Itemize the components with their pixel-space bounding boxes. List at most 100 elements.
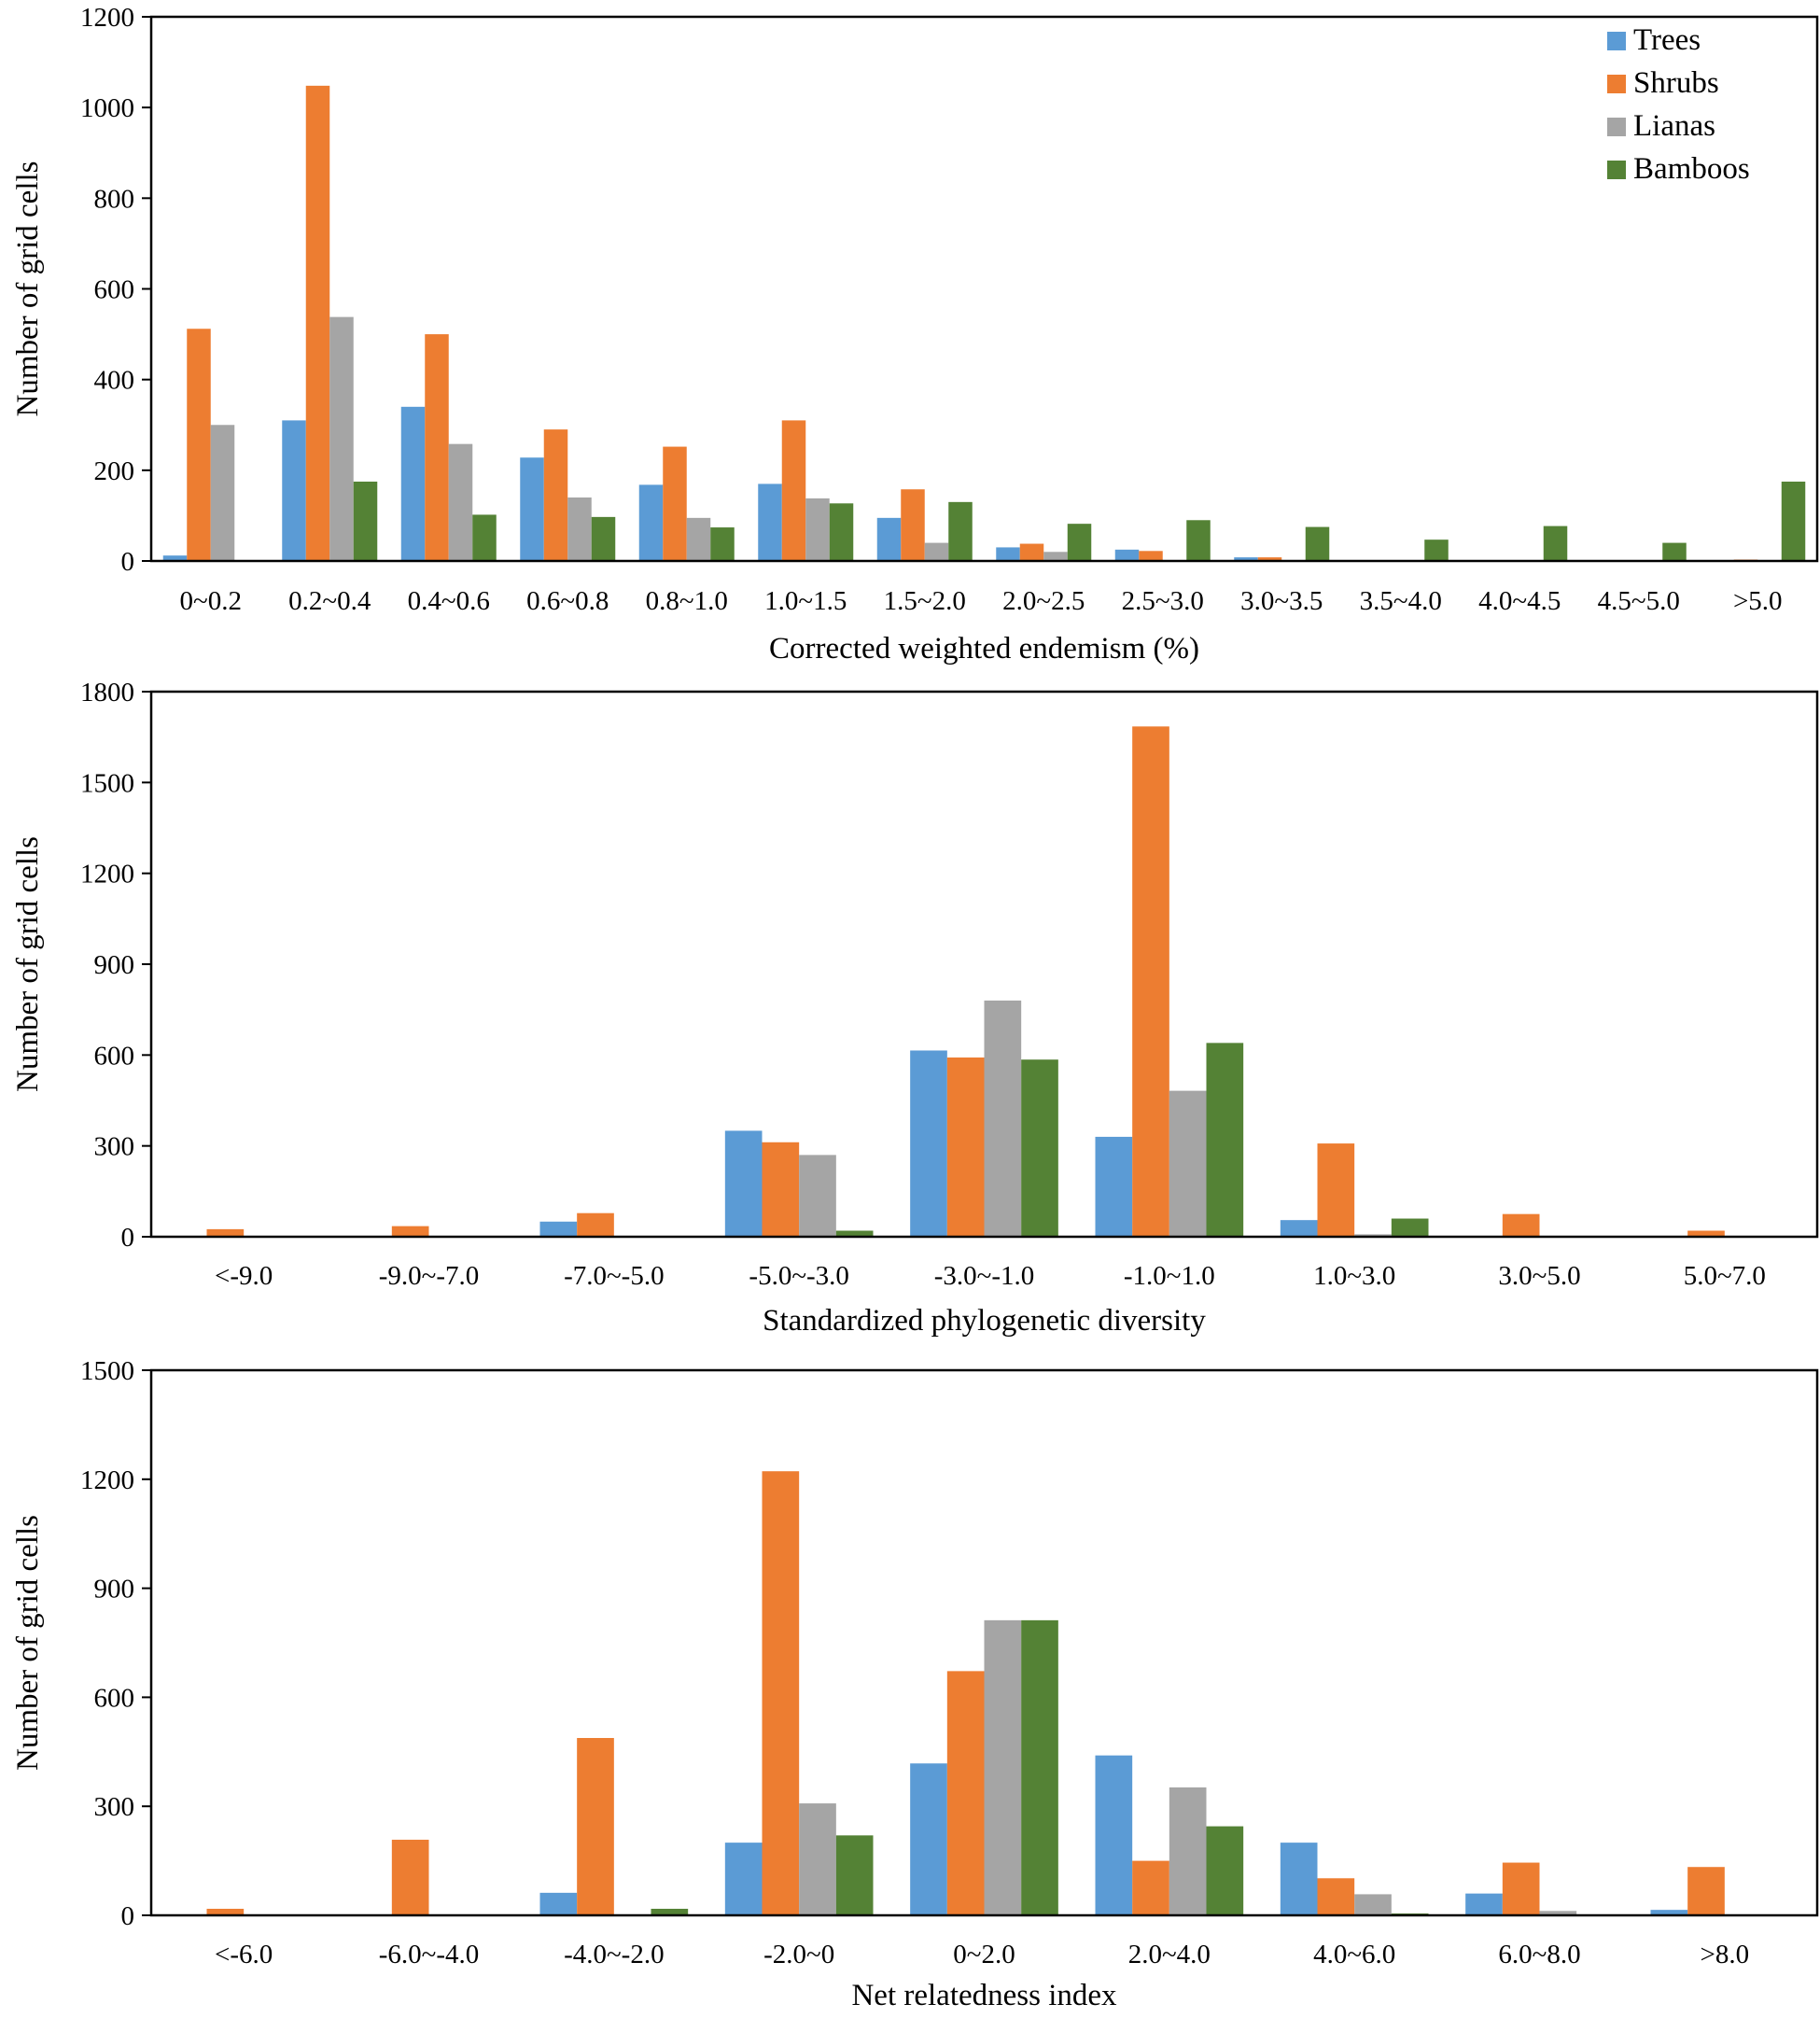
- bar-trees-2: [282, 420, 306, 561]
- x-tick-label: 1.0~1.5: [764, 586, 847, 616]
- x-tick-label: >5.0: [1733, 586, 1783, 616]
- bar-trees-8: [1465, 1893, 1503, 1915]
- x-tick-label: 0~0.2: [180, 586, 242, 616]
- bar-trees-6: [1095, 1755, 1133, 1915]
- bar-trees-6: [1095, 1136, 1133, 1237]
- bar-bamboos-5: [1021, 1619, 1058, 1915]
- x-tick-label: 4.0~4.5: [1478, 586, 1561, 616]
- x-tick-label: 0.4~0.6: [408, 586, 490, 616]
- bar-shrubs-9: [1139, 551, 1163, 561]
- bar-bamboos-5: [1021, 1059, 1058, 1237]
- y-tick-label: 0: [121, 547, 135, 577]
- bar-bamboos-12: [1543, 526, 1568, 561]
- bar-trees-3: [539, 1892, 578, 1915]
- x-tick-label: 2.0~2.5: [1002, 586, 1085, 616]
- bar-trees-5: [638, 484, 664, 561]
- legend: Trees Shrubs Lianas Bamboos: [1607, 23, 1750, 186]
- legend-swatch-bamboos: [1607, 161, 1626, 179]
- bar-trees-4: [724, 1130, 763, 1237]
- bar-shrubs-8: [1019, 543, 1044, 561]
- bar-shrubs-8: [1502, 1213, 1540, 1237]
- chart-panel-3: <-6.0 -6.0~-4.0 -4.0~-2.0 -2.0~0 0~2.0 2.0~4.…: [11, 1356, 1819, 2012]
- x-tick-label: -1.0~1.0: [1124, 1261, 1215, 1291]
- bar-lianas-5: [686, 517, 711, 561]
- x-tick-label: 0.6~0.8: [526, 586, 609, 616]
- y-tick-label: 1800: [80, 678, 134, 708]
- y-tick-label: 0: [121, 1901, 135, 1931]
- bar-trees-8: [996, 547, 1020, 561]
- bar-bamboos-3: [651, 1908, 689, 1915]
- x-tick-label: 2.5~3.0: [1122, 586, 1204, 616]
- legend-swatch-lianas: [1607, 118, 1626, 136]
- bar-shrubs-7: [1317, 1143, 1355, 1237]
- bar-shrubs-9: [1687, 1867, 1725, 1915]
- x-tick-label: 0.8~1.0: [646, 586, 728, 616]
- bar-lianas-1: [210, 425, 235, 561]
- bar-shrubs-3: [577, 1738, 614, 1915]
- x-tick-label: 4.0~6.0: [1313, 1940, 1395, 1969]
- bar-bamboos-11: [1424, 540, 1449, 561]
- bar-shrubs-2: [391, 1840, 429, 1915]
- x-tick-label: 3.0~5.0: [1498, 1261, 1580, 1291]
- y-tick-label: 800: [94, 184, 135, 214]
- x-tick-label: <-6.0: [215, 1940, 273, 1969]
- x-tick-label: 6.0~8.0: [1498, 1940, 1580, 1969]
- x-tick-label: <-9.0: [215, 1261, 273, 1291]
- y-axis-label: Number of grid cells: [11, 161, 45, 416]
- bar-bamboos-6: [829, 503, 854, 561]
- bar-shrubs-3: [425, 334, 449, 561]
- bar-lianas-4: [799, 1155, 836, 1237]
- bar-trees-5: [910, 1050, 947, 1237]
- x-axis-label: Standardized phylogenetic diversity: [763, 1304, 1206, 1338]
- y-tick-label: 600: [94, 1683, 135, 1713]
- x-tick-label: 0~2.0: [953, 1940, 1015, 1969]
- bar-shrubs-5: [946, 1057, 985, 1237]
- bar-shrubs-4: [762, 1142, 800, 1237]
- bar-trees-6: [758, 483, 782, 561]
- chart-panel-1: 0~0.2 0.2~0.4 0.4~0.6 0.6~0.8 0.8~1.0 1.0~1.5…: [11, 3, 1819, 666]
- bar-trees-3: [400, 406, 426, 561]
- bar-lianas-4: [567, 497, 592, 561]
- x-tick-label: 0.2~0.4: [288, 586, 371, 616]
- bar-shrubs-1: [206, 1228, 245, 1237]
- bar-bamboos-4: [835, 1230, 874, 1237]
- bar-shrubs-1: [187, 329, 211, 561]
- bar-bamboos-3: [472, 514, 497, 561]
- bar-shrubs-4: [762, 1471, 800, 1915]
- bar-bamboos-2: [353, 481, 378, 561]
- bar-shrubs-4: [543, 429, 568, 561]
- bar-trees-7: [1280, 1220, 1318, 1237]
- bar-lianas-3: [448, 443, 473, 561]
- bar-shrubs-8: [1502, 1862, 1540, 1915]
- bar-trees-4: [724, 1843, 763, 1915]
- x-tick-label: 5.0~7.0: [1684, 1261, 1766, 1291]
- plot-frame: [149, 1368, 1819, 1917]
- y-tick-label: 1200: [80, 1465, 134, 1495]
- x-tick-label: 3.0~3.5: [1240, 586, 1323, 616]
- y-tick-label: 600: [94, 1041, 135, 1071]
- y-tick-label: 1200: [80, 860, 134, 890]
- bar-lianas-6: [1169, 1090, 1207, 1237]
- x-tick-label: -9.0~-7.0: [379, 1261, 480, 1291]
- chart-panel-2: <-9.0 -9.0~-7.0 -7.0~-5.0 -5.0~-3.0 -3.0~-1.…: [11, 678, 1819, 1338]
- bar-bamboos-7: [948, 501, 973, 561]
- bar-shrubs-5: [663, 446, 687, 561]
- bar-lianas-8: [1539, 1911, 1577, 1915]
- y-tick-label: 400: [94, 366, 135, 396]
- bar-trees-10: [1234, 557, 1258, 561]
- bar-lianas-7: [1354, 1234, 1392, 1237]
- bar-lianas-7: [924, 542, 949, 561]
- bar-lianas-8: [1043, 552, 1068, 561]
- bar-bamboos-5: [710, 527, 735, 561]
- bar-shrubs-1: [206, 1908, 245, 1915]
- legend-label-trees: Trees: [1633, 23, 1701, 57]
- y-tick-label: 900: [94, 950, 135, 980]
- bar-shrubs-3: [577, 1212, 614, 1237]
- bar-shrubs-5: [946, 1671, 985, 1915]
- y-tick-label: 600: [94, 275, 135, 305]
- bar-shrubs-10: [1257, 557, 1282, 561]
- bar-trees-9: [1114, 549, 1140, 561]
- y-tick-label: 200: [94, 456, 135, 486]
